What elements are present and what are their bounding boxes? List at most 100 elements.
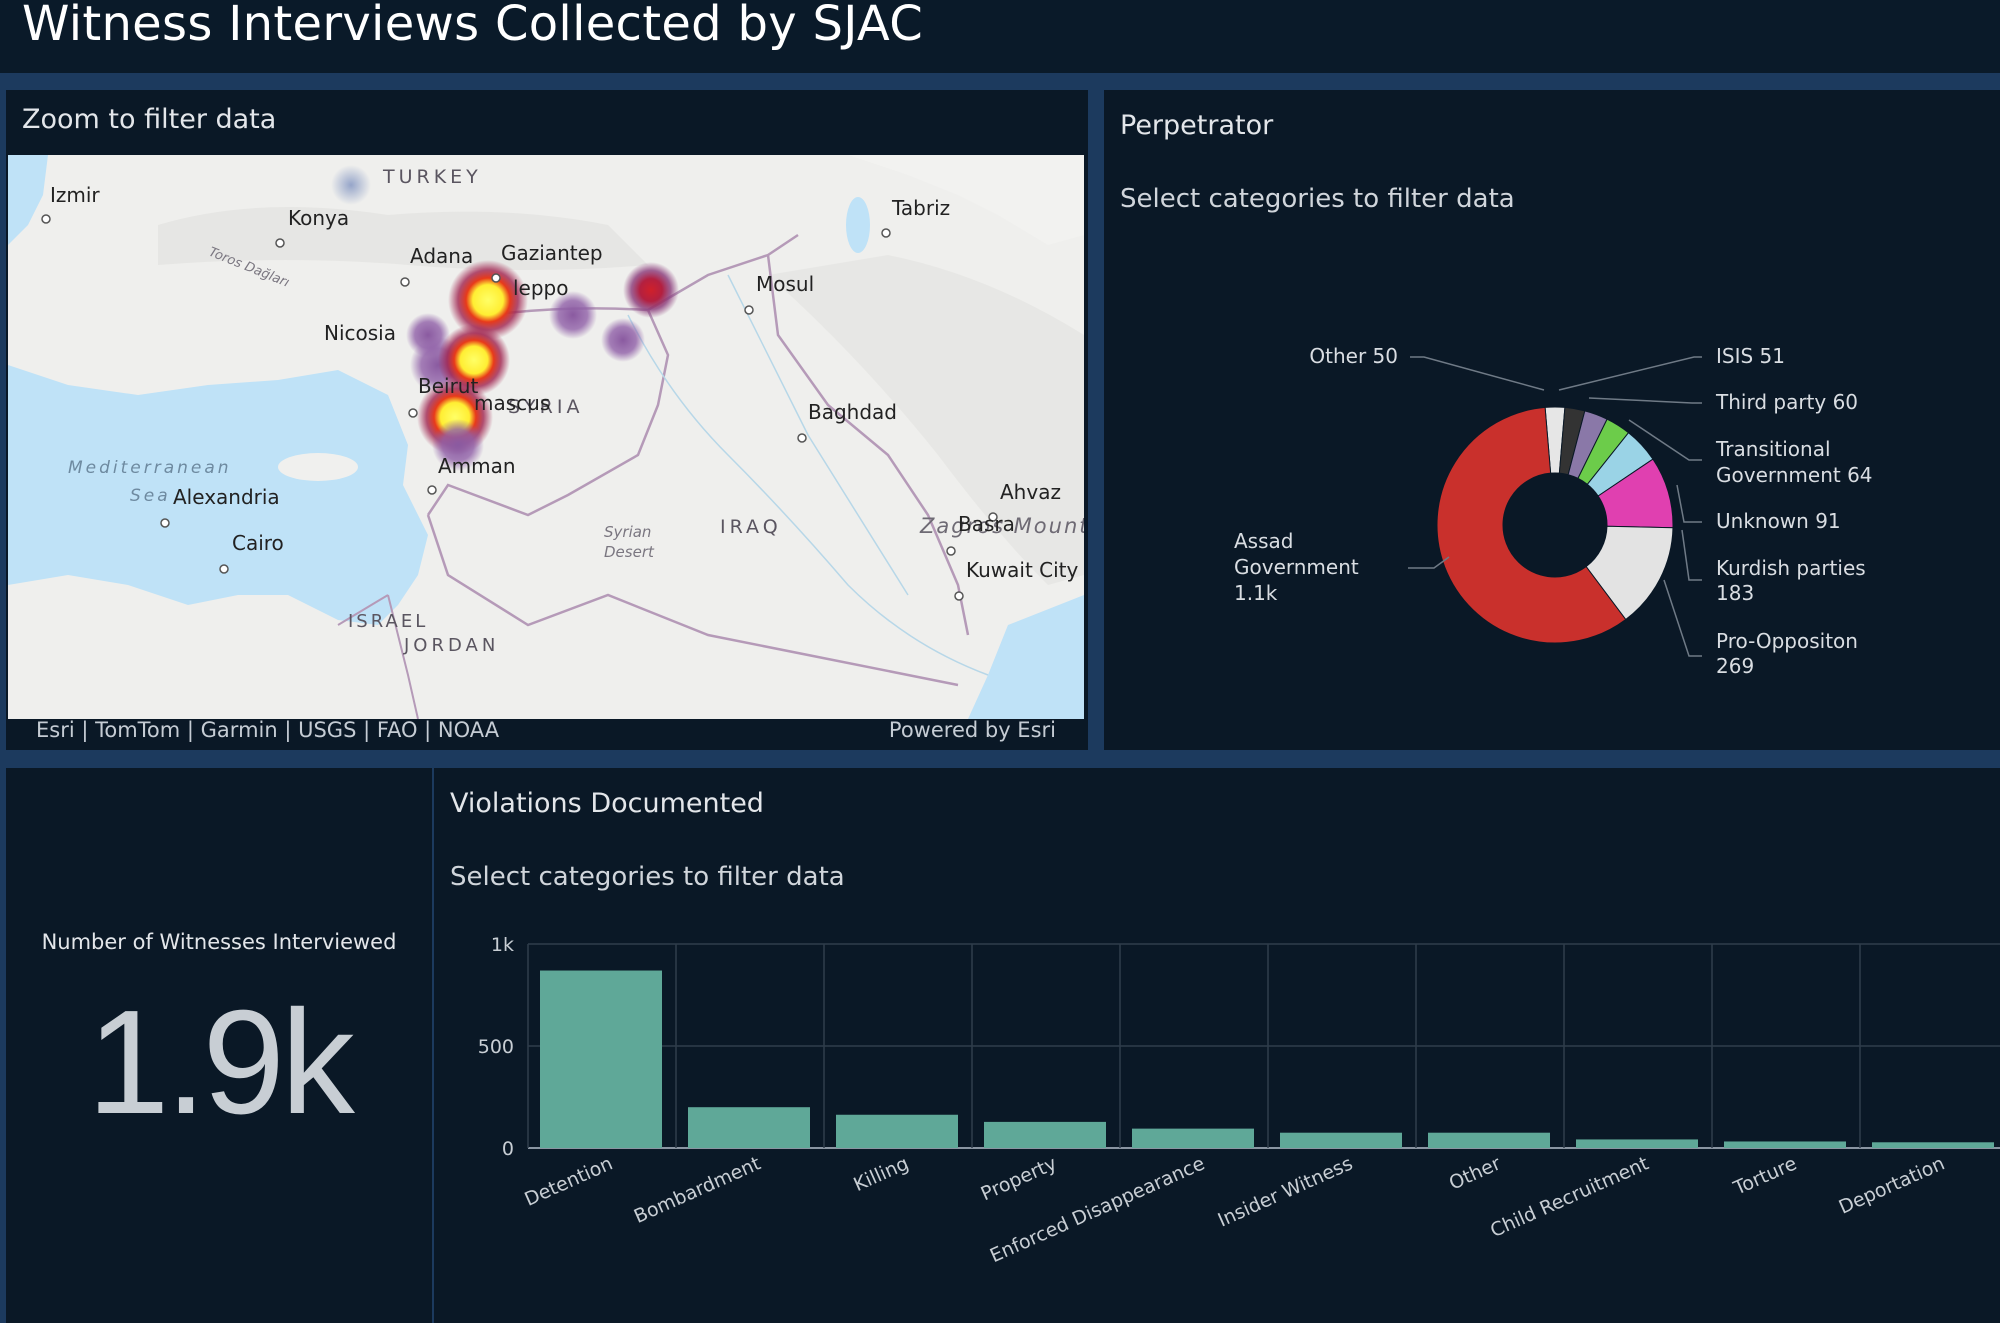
bar-child-recruitment[interactable]	[1576, 1139, 1698, 1148]
city-tabriz: Tabriz	[891, 196, 950, 220]
perpetrator-subtitle: Select categories to filter data	[1120, 184, 1515, 214]
x-tick-label: Deportation	[1836, 1152, 1948, 1218]
border-israel-jordan	[387, 594, 419, 719]
lake-urmia	[846, 197, 870, 253]
heat-spot-daraa[interactable]	[432, 419, 484, 471]
label-pro-opposition-2: 269	[1716, 654, 1754, 678]
label-zagros: Zagros Mount	[919, 514, 1084, 538]
label-third-party: Third party 60	[1715, 390, 1858, 414]
x-tick-label: Child Recruitment	[1487, 1152, 1652, 1242]
label-assad-1: Assad	[1234, 529, 1293, 553]
border-jordan-saudi	[426, 514, 959, 687]
label-iraq: IRAQ	[720, 516, 782, 538]
label-isis: ISIS 51	[1716, 344, 1785, 368]
heat-spot-hasakah[interactable]	[623, 262, 679, 318]
x-tick-label: Property	[978, 1152, 1060, 1205]
x-tick-label: Torture	[1730, 1152, 1801, 1200]
aegean-sea	[8, 155, 48, 245]
relief-zagros	[768, 255, 1084, 585]
city-cairo: Cairo	[232, 531, 284, 555]
label-other: Other 50	[1309, 344, 1398, 368]
bar-other[interactable]	[1428, 1132, 1550, 1148]
city-aleppo: leppo	[513, 276, 569, 300]
label-turkey: TURKEY	[382, 166, 482, 188]
perpetrator-title: Perpetrator	[1120, 110, 1274, 141]
relief-turkey	[158, 207, 648, 270]
city-adana: Adana	[410, 244, 473, 268]
city-gaziantep: Gaziantep	[501, 241, 603, 265]
city-labels: Izmir Konya Adana Gaziantep leppo Tabriz…	[50, 183, 1079, 582]
y-tick-label: 1k	[491, 934, 514, 956]
perpetrator-donut-chart[interactable]: Other 50 ISIS 51 Third party 60 Transiti…	[1104, 90, 2000, 750]
heat-spot-raqqa[interactable]	[549, 291, 597, 339]
city-amman: Amman	[438, 454, 516, 478]
label-syrian: Syrian	[604, 523, 651, 541]
bar-killing[interactable]	[836, 1114, 958, 1148]
map-attribution[interactable]: Esri | TomTom | Garmin | USGS | FAO | NO…	[36, 718, 500, 742]
label-unknown: Unknown 91	[1716, 509, 1841, 533]
kpi-label: Number of Witnesses Interviewed	[41, 930, 397, 954]
city-baghdad: Baghdad	[808, 400, 897, 424]
bar-deportation[interactable]	[1872, 1142, 1994, 1148]
heat-spot-deir[interactable]	[601, 318, 645, 362]
bar-bombardment[interactable]	[688, 1107, 810, 1148]
label-jordan: JORDAN	[403, 635, 499, 656]
bar-detention[interactable]	[540, 970, 662, 1148]
label-transitional-2: Government 64	[1716, 463, 1873, 487]
y-tick-label: 500	[478, 1036, 514, 1058]
map-panel: Zoom to filter data	[6, 90, 1088, 750]
city-mosul: Mosul	[756, 272, 814, 296]
cyprus-island	[278, 453, 358, 481]
page-title: Witness Interviews Collected by SJAC	[22, 0, 924, 52]
city-kuwait: Kuwait City	[966, 558, 1079, 582]
city-basra: Basra	[958, 512, 1015, 536]
label-assad-3: 1.1k	[1234, 581, 1278, 605]
app-header: Witness Interviews Collected by SJAC	[0, 0, 2000, 73]
map-title: Zoom to filter data	[22, 104, 277, 135]
violations-subtitle: Select categories to filter data	[450, 862, 845, 892]
city-alexandria: Alexandria	[173, 485, 280, 509]
label-pro-opposition-1: Pro-Oppositon	[1716, 629, 1858, 653]
persian-gulf	[968, 595, 1084, 719]
violations-title: Violations Documented	[450, 788, 764, 819]
border-iraq-iran	[766, 254, 970, 636]
label-syria: SYRIA	[508, 396, 583, 418]
city-nicosia: Nicosia	[324, 321, 396, 345]
donut-labels: Other 50 ISIS 51 Third party 60 Transiti…	[1234, 344, 1873, 678]
label-sea: Sea	[130, 486, 171, 506]
map-powered-by[interactable]: Powered by Esri	[888, 718, 1056, 742]
city-izmir: Izmir	[50, 183, 100, 207]
mediterranean-sea	[8, 365, 428, 625]
map-canvas[interactable]: TURKEY SYRIA IRAQ ISRAEL JORDAN Mediterr…	[8, 155, 1084, 719]
label-transitional-1: Transitional	[1715, 437, 1831, 461]
leader-lines	[1408, 356, 1702, 657]
label-assad-2: Government	[1234, 555, 1359, 579]
donut-slices[interactable]	[1436, 406, 1674, 644]
bar-enforced-disappearance[interactable]	[1132, 1128, 1254, 1148]
border-syria-iraq	[426, 309, 670, 517]
label-israel: ISRAEL	[348, 611, 428, 632]
heat-spot-turkey[interactable]	[331, 165, 371, 205]
border-egypt	[337, 594, 389, 626]
map-view[interactable]: TURKEY SYRIA IRAQ ISRAEL JORDAN Mediterr…	[8, 155, 1084, 719]
violations-panel: Violations Documented Select categories …	[434, 768, 2000, 1323]
city-ahvaz: Ahvaz	[1000, 480, 1061, 504]
label-kurdish-2: 183	[1716, 581, 1754, 605]
violations-bar-chart[interactable]: 0 500 1k Detention Bombardment Killing Propert…	[434, 768, 2000, 1323]
bar-property[interactable]	[984, 1121, 1106, 1148]
perpetrator-panel: Perpetrator Select categories to filter …	[1104, 90, 2000, 750]
city-beirut: Beirut	[418, 374, 478, 398]
kpi-value: 1.9k	[87, 980, 355, 1145]
city-konya: Konya	[288, 206, 349, 230]
y-tick-label: 0	[502, 1138, 514, 1160]
heat-spot-hama[interactable]	[438, 324, 510, 396]
x-tick-label: Insider Witness	[1215, 1152, 1356, 1231]
bar-torture[interactable]	[1724, 1141, 1846, 1148]
river-tigris	[727, 274, 909, 596]
label-kurdish-1: Kurdish parties	[1716, 556, 1866, 580]
bar-insider-witness[interactable]	[1280, 1132, 1402, 1148]
heat-spot-aleppo[interactable]	[448, 260, 528, 340]
label-mediterranean: Mediterranean	[68, 458, 232, 478]
x-tick-label: Other	[1446, 1152, 1504, 1194]
donut-slice-assad-government[interactable]	[1436, 406, 1627, 644]
